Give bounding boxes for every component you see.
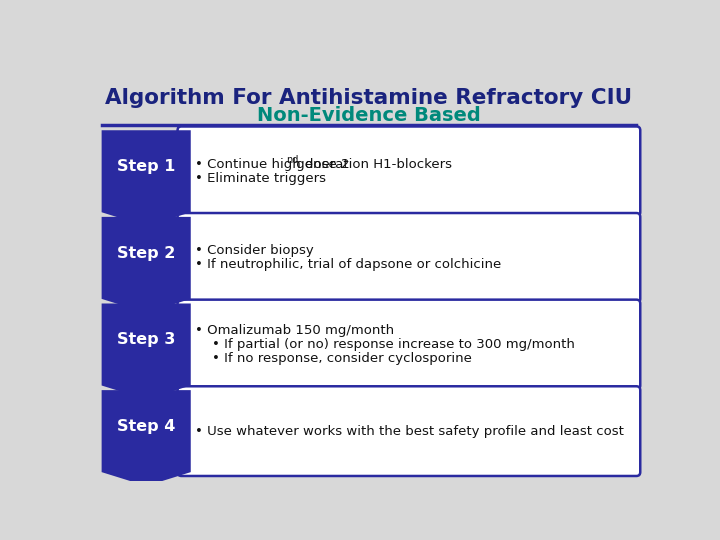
Text: • If neutrophilic, trial of dapsone or colchicine: • If neutrophilic, trial of dapsone or c… bbox=[195, 258, 502, 271]
Text: • If partial (or no) response increase to 300 mg/month: • If partial (or no) response increase t… bbox=[195, 338, 575, 351]
Text: • Consider biopsy: • Consider biopsy bbox=[195, 245, 314, 258]
Text: • Use whatever works with the best safety profile and least cost: • Use whatever works with the best safet… bbox=[195, 424, 624, 437]
Text: • Eliminate triggers: • Eliminate triggers bbox=[195, 172, 326, 185]
Polygon shape bbox=[102, 217, 191, 313]
Text: • Omalizumab 150 mg/month: • Omalizumab 150 mg/month bbox=[195, 324, 395, 337]
Text: Non-Evidence Based: Non-Evidence Based bbox=[257, 106, 481, 125]
Text: Algorithm For Antihistamine Refractory CIU: Algorithm For Antihistamine Refractory C… bbox=[105, 88, 633, 108]
Text: Step 4: Step 4 bbox=[117, 419, 176, 434]
Polygon shape bbox=[102, 390, 191, 486]
Text: • Continue high dose 2: • Continue high dose 2 bbox=[195, 158, 350, 171]
Text: Step 3: Step 3 bbox=[117, 333, 176, 347]
FancyBboxPatch shape bbox=[178, 126, 640, 216]
FancyBboxPatch shape bbox=[178, 300, 640, 389]
Text: • If no response, consider cyclosporine: • If no response, consider cyclosporine bbox=[195, 352, 472, 365]
Polygon shape bbox=[102, 130, 191, 226]
Polygon shape bbox=[102, 303, 191, 400]
FancyBboxPatch shape bbox=[178, 213, 640, 303]
Text: Step 1: Step 1 bbox=[117, 159, 176, 174]
Text: generation H1-blockers: generation H1-blockers bbox=[292, 158, 452, 171]
Text: Step 2: Step 2 bbox=[117, 246, 176, 261]
Text: nd: nd bbox=[286, 156, 298, 165]
FancyBboxPatch shape bbox=[178, 386, 640, 476]
